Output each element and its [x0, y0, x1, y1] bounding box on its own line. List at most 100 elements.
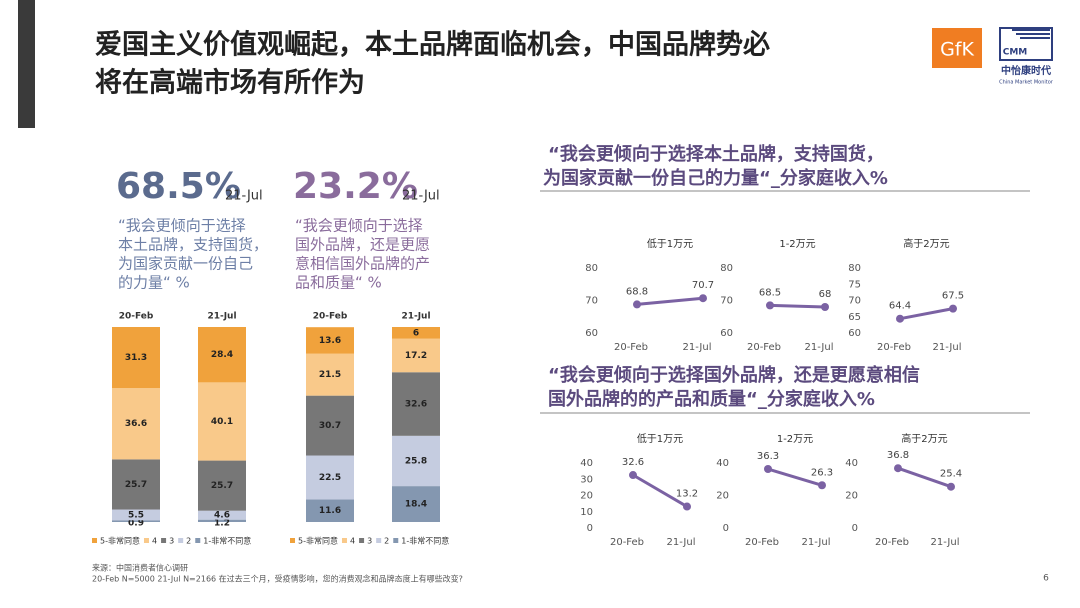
data-label: 32.6: [405, 400, 427, 410]
marker: [821, 303, 829, 311]
cmm-name-en: China Market Monitor: [999, 80, 1054, 86]
bar-segment: [392, 486, 440, 522]
y-tick-label: 0: [587, 523, 593, 534]
chart-title: 低于1万元: [637, 432, 683, 445]
bar-segment: [392, 372, 440, 436]
stat-date: 21-Jul: [402, 189, 440, 204]
legend-swatch: [290, 538, 295, 543]
y-tick-label: 70: [848, 296, 861, 307]
page-number: 6: [1043, 574, 1049, 584]
x-tick-label: 21-Jul: [802, 537, 831, 548]
data-label: 18.4: [405, 500, 427, 510]
stat-date: 21-Jul: [225, 189, 263, 204]
data-label: 6: [413, 328, 419, 338]
y-tick-label: 40: [845, 458, 858, 469]
data-label: 17.2: [405, 351, 427, 361]
stat-text: “我会更倾向于选择: [118, 217, 246, 235]
bar-segment: [306, 395, 354, 456]
line: [767, 467, 823, 487]
data-label: 68.8: [626, 286, 648, 297]
x-tick-label: 20-Feb: [747, 342, 781, 353]
bar-segment: [112, 509, 160, 521]
y-tick-label: 60: [585, 328, 598, 339]
x-tick-label: 21-Jul: [207, 312, 236, 322]
right-title: 为国家贡献一份自己的力量“_分家庭收入%: [543, 167, 888, 189]
data-label: 32.6: [622, 457, 644, 468]
bar-segment: [306, 455, 354, 500]
data-label: 25.7: [211, 481, 233, 491]
data-label: 64.4: [889, 301, 911, 312]
data-label: 36.8: [887, 450, 909, 461]
legend-swatch: [359, 538, 365, 543]
x-tick-label: 21-Jul: [931, 537, 960, 548]
cmm-logo-lines: [1012, 29, 1050, 39]
legend-label: 1-非常不同意: [401, 536, 449, 546]
legend-label: 4: [152, 537, 157, 546]
y-tick-label: 60: [848, 328, 861, 339]
legend-label: 1-非常不同意: [203, 536, 251, 546]
y-tick-label: 30: [580, 474, 593, 485]
marker: [766, 301, 774, 310]
bar-segment: [306, 327, 354, 354]
marker: [896, 314, 904, 323]
data-label: 70.7: [692, 280, 714, 291]
data-label: 68.5: [759, 287, 781, 298]
title: 爱国主义价值观崛起，本土品牌面临机会，中国品牌势必: [95, 29, 770, 61]
x-tick-label: 20-Feb: [875, 537, 909, 548]
bar-segment: [392, 435, 440, 487]
bar-segment: [392, 327, 440, 339]
marker: [949, 304, 957, 313]
line: [899, 307, 954, 321]
stat-text: 的力量“ %: [118, 274, 190, 292]
y-tick-label: 0: [723, 523, 729, 534]
data-label: 25.7: [125, 480, 147, 490]
y-tick-label: 20: [845, 491, 858, 502]
gfk-logo-text: GfK: [940, 39, 974, 61]
y-tick-label: 20: [580, 491, 593, 502]
bar-segment: [306, 499, 354, 522]
cmm-name: 中怡康时代: [1001, 64, 1051, 77]
legend-swatch: [195, 538, 201, 543]
chart-title: 高于2万元: [901, 432, 947, 445]
data-label: 13.6: [319, 336, 341, 346]
bar-segment: [112, 327, 160, 389]
y-tick-label: 75: [848, 279, 861, 290]
legend-swatch: [393, 538, 399, 543]
x-tick-label: 20-Feb: [614, 342, 648, 353]
footnote: 20-Feb N=5000 21-Jul N=2166 在过去三个月，受疫情影响…: [92, 574, 463, 584]
y-tick-label: 80: [720, 263, 733, 274]
y-tick-label: 60: [720, 328, 733, 339]
line: [769, 303, 826, 309]
data-label: 11.6: [319, 506, 341, 516]
legend-swatch: [92, 538, 97, 543]
marker: [629, 471, 637, 480]
stat-text: 为国家贡献一份自己: [118, 255, 253, 273]
y-tick-label: 0: [852, 523, 858, 534]
x-tick-label: 20-Feb: [877, 342, 911, 353]
line: [636, 296, 704, 306]
x-tick-label: 20-Feb: [610, 537, 644, 548]
data-label: 31.3: [125, 353, 147, 363]
data-label: 28.4: [211, 350, 233, 360]
right-title: “我会更倾向于选择本土品牌，支持国货，: [548, 143, 884, 165]
gfk-logo: [932, 28, 982, 68]
marker: [947, 482, 955, 491]
data-label: 0.9: [128, 519, 144, 529]
y-tick-label: 40: [580, 458, 593, 469]
chart-title: 高于2万元: [903, 237, 949, 250]
y-tick-label: 70: [720, 296, 733, 307]
data-label: 4.6: [214, 511, 230, 521]
right-title: 国外品牌的的产品和质量“_分家庭收入%: [548, 388, 875, 410]
marker: [818, 481, 826, 490]
bar-segment: [112, 459, 160, 510]
legend-swatch: [161, 538, 167, 543]
marker: [683, 502, 691, 511]
bar-segment: [112, 388, 160, 460]
data-label: 5.5: [128, 510, 144, 520]
chart-title: 1-2万元: [779, 239, 815, 250]
title: 将在高端市场有所作为: [95, 67, 365, 99]
legend-swatch: [178, 538, 184, 543]
x-tick-label: 21-Jul: [401, 312, 430, 322]
legend-swatch: [376, 538, 382, 543]
